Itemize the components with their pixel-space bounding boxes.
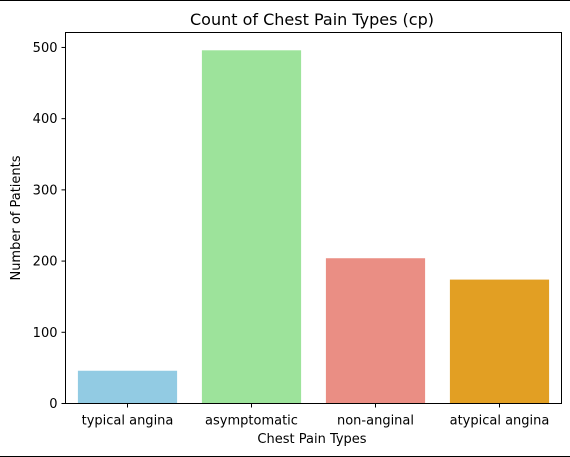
plot-frame xyxy=(65,32,562,404)
bar-typical-angina xyxy=(77,370,178,404)
bar-asymptomatic xyxy=(201,50,302,404)
y-tick-label: 200 xyxy=(33,255,58,270)
y-tick-label: 400 xyxy=(33,112,58,127)
y-axis-ticks: 0 100 200 300 400 500 xyxy=(33,41,66,412)
y-axis-label: Number of Patients xyxy=(9,155,24,280)
x-tick-label: atypical angina xyxy=(450,414,550,429)
chart-title: Count of Chest Pain Types (cp) xyxy=(190,10,434,29)
bars-group xyxy=(77,50,550,404)
y-tick-label: 300 xyxy=(33,183,58,198)
x-tick-label: asymptomatic xyxy=(205,414,298,429)
y-tick-label: 0 xyxy=(49,397,57,412)
x-axis-label: Chest Pain Types xyxy=(257,432,366,447)
y-tick-label: 500 xyxy=(33,41,58,56)
x-tick-label: non-anginal xyxy=(337,414,414,429)
y-tick-label: 100 xyxy=(33,326,58,341)
bar-non-anginal xyxy=(325,258,426,404)
x-axis-ticks: typical angina asymptomatic non-anginal aty… xyxy=(82,403,550,429)
x-tick-label: typical angina xyxy=(82,414,174,429)
top-border xyxy=(0,0,570,1)
bar-atypical-angina xyxy=(449,279,550,404)
